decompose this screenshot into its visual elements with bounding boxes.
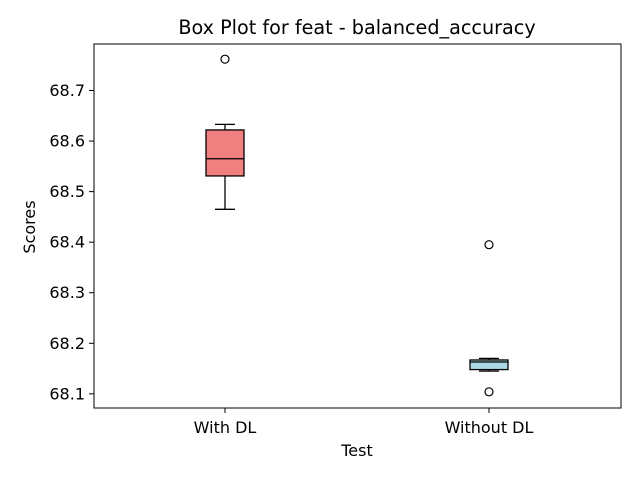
x-tick-label: Without DL xyxy=(445,418,534,437)
y-tick-label: 68.2 xyxy=(49,334,85,353)
y-tick-label: 68.6 xyxy=(49,132,85,151)
plot-area: 68.1 68.2 68.3 68.4 68.5 68.6 68.7 With DL Witho… xyxy=(49,54,534,437)
y-tick-label: 68.3 xyxy=(49,283,85,302)
x-axis-label: Test xyxy=(340,441,373,460)
outlier-point xyxy=(484,240,494,250)
box-without-dl xyxy=(469,359,509,371)
y-tick-label: 68.1 xyxy=(49,384,85,403)
y-tick-label: 68.5 xyxy=(49,182,85,201)
chart-title: Box Plot for feat - balanced_accuracy xyxy=(178,16,535,39)
y-tick-label: 68.7 xyxy=(49,81,85,100)
x-tick-label: With DL xyxy=(194,418,257,437)
y-tick-label: 68.4 xyxy=(49,233,85,252)
y-axis-label: Scores xyxy=(20,200,39,253)
outlier-point xyxy=(484,387,494,397)
axes-frame xyxy=(93,43,622,409)
outlier-point xyxy=(220,54,230,64)
box-with-dl xyxy=(205,129,245,177)
